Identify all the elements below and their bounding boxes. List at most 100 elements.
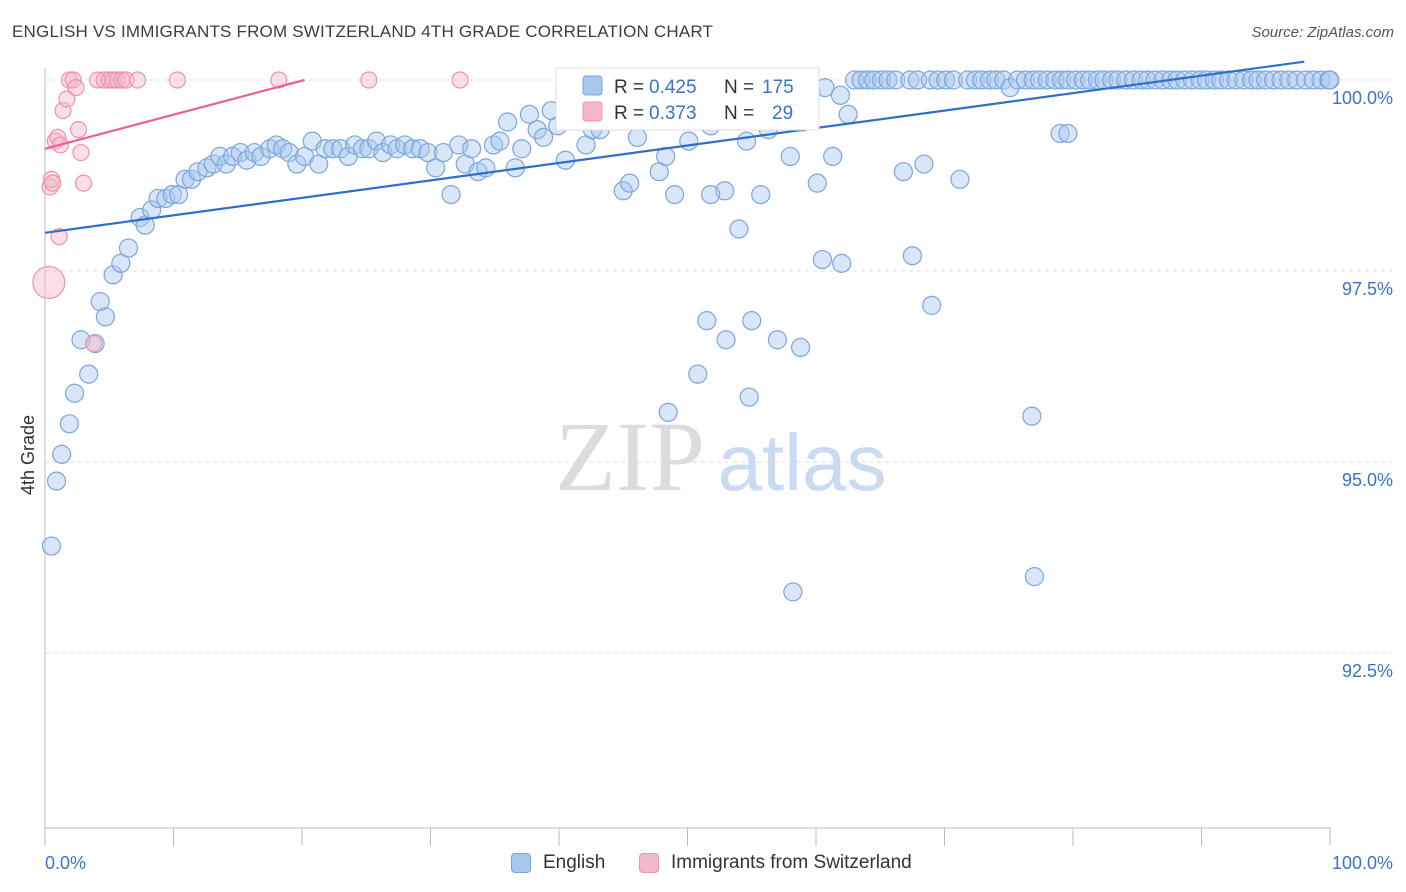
english-point-111 xyxy=(830,85,851,105)
english-point-112 xyxy=(838,104,858,124)
watermark: ZIP atlas xyxy=(555,401,886,512)
english-point-65 xyxy=(498,112,518,132)
english-points xyxy=(41,70,1340,602)
english-point-125 xyxy=(928,70,948,90)
english-point-28 xyxy=(230,142,250,163)
swiss-point-0 xyxy=(32,265,66,300)
english-point-188 xyxy=(783,582,803,602)
english-point-180 xyxy=(697,311,717,331)
english-point-119 xyxy=(886,70,906,90)
english-point-42 xyxy=(330,139,351,159)
english-point-12 xyxy=(118,238,139,258)
english-point-189 xyxy=(1024,566,1045,587)
swiss-point-3 xyxy=(44,174,62,192)
english-point-124 xyxy=(920,70,940,90)
english-point-186 xyxy=(658,402,678,422)
english-point-168 xyxy=(1242,70,1262,90)
stats-r-label-1: R = xyxy=(614,77,644,98)
english-point-35 xyxy=(279,142,299,163)
english-point-140 xyxy=(1037,70,1057,90)
swiss-point-18 xyxy=(95,71,113,89)
swiss-point-8 xyxy=(58,90,76,108)
english-point-193 xyxy=(812,249,833,270)
english-point-164 xyxy=(1211,70,1231,90)
trendlines xyxy=(44,60,1305,234)
stats-r-label-2: R = xyxy=(614,103,644,124)
english-point-117 xyxy=(871,70,892,90)
english-point-145 xyxy=(1073,70,1093,90)
english-point-182 xyxy=(742,311,762,331)
y-tick-label-0: 92.5% xyxy=(1342,661,1393,681)
english-point-81 xyxy=(613,181,633,201)
english-point-167 xyxy=(1234,70,1254,90)
english-point-21 xyxy=(181,169,202,189)
english-point-118 xyxy=(878,70,898,90)
english-point-170 xyxy=(1256,70,1276,90)
english-point-190 xyxy=(1022,406,1042,426)
english-point-142 xyxy=(1051,70,1072,90)
legend-label-english: English xyxy=(543,852,606,873)
swiss-point-27 xyxy=(360,71,378,89)
english-point-181 xyxy=(716,330,736,350)
english-point-55 xyxy=(426,158,446,178)
y-axis-label: 4th Grade xyxy=(18,415,38,495)
watermark-atlas: atlas xyxy=(718,418,887,507)
english-point-143 xyxy=(1058,70,1078,90)
english-point-136 xyxy=(1008,70,1028,90)
grid-layer xyxy=(45,79,1392,654)
x-tick-label-0: 0.0% xyxy=(45,853,86,873)
english-point-69 xyxy=(527,120,547,140)
y-tick-label-2: 97.5% xyxy=(1342,279,1393,299)
english-point-171 xyxy=(1263,70,1284,90)
english-point-185 xyxy=(688,364,708,384)
english-point-1 xyxy=(46,471,67,491)
english-point-16 xyxy=(148,188,168,209)
english-point-110 xyxy=(823,146,843,166)
swiss-trendline xyxy=(44,78,305,150)
y-tick-label-1: 95.0% xyxy=(1342,470,1393,490)
english-point-196 xyxy=(665,185,685,205)
english-point-179 xyxy=(1320,70,1340,90)
stats-legend: R = 0.425 N = 175 R = 0.373 N = 29 xyxy=(555,67,820,131)
tick-labels: 92.5% 95.0% 97.5% 100.0% 0.0% 100.0% xyxy=(45,88,1393,873)
swiss-point-25 xyxy=(168,71,186,89)
english-point-183 xyxy=(767,330,788,350)
legend-item-swiss[interactable]: Immigrants from Switzerland xyxy=(639,852,912,874)
x-tick-label-1: 100.0% xyxy=(1332,853,1393,873)
english-point-173 xyxy=(1279,70,1299,90)
legend-item-english[interactable]: English xyxy=(511,852,605,874)
swiss-point-24 xyxy=(128,71,147,89)
english-point-68 xyxy=(519,104,540,124)
chart-title: ENGLISH VS IMMIGRANTS FROM SWITZERLAND 4… xyxy=(12,22,714,41)
swiss-point-21 xyxy=(108,71,126,89)
english-point-2 xyxy=(52,444,72,464)
english-point-26 xyxy=(216,154,236,174)
legend-swatch-swiss xyxy=(639,853,659,873)
english-point-123 xyxy=(914,154,934,174)
stats-n-label-2: N = xyxy=(724,103,754,124)
english-point-41 xyxy=(323,139,343,159)
english-point-137 xyxy=(1015,70,1036,90)
english-point-126 xyxy=(936,70,956,90)
english-point-36 xyxy=(287,154,307,174)
english-point-120 xyxy=(893,162,913,182)
english-point-11 xyxy=(111,253,131,273)
english-point-128 xyxy=(950,169,970,189)
english-point-169 xyxy=(1248,70,1268,90)
stats-r-value-1: 0.425 xyxy=(649,77,697,98)
bottom-legend: English Immigrants from Switzerland xyxy=(0,852,1406,878)
english-point-149 xyxy=(1101,70,1122,90)
english-point-104 xyxy=(780,146,800,166)
english-point-191 xyxy=(922,295,942,315)
english-point-4 xyxy=(64,383,85,403)
english-point-18 xyxy=(162,185,182,205)
english-point-95 xyxy=(715,181,735,201)
swiss-point-15 xyxy=(50,228,68,246)
english-point-144 xyxy=(1065,70,1086,90)
swiss-point-16 xyxy=(85,334,103,353)
y-tick-label-3: 100.0% xyxy=(1332,88,1393,108)
english-point-187 xyxy=(739,387,759,407)
axes-layer xyxy=(44,68,1331,846)
english-point-57 xyxy=(441,185,461,205)
